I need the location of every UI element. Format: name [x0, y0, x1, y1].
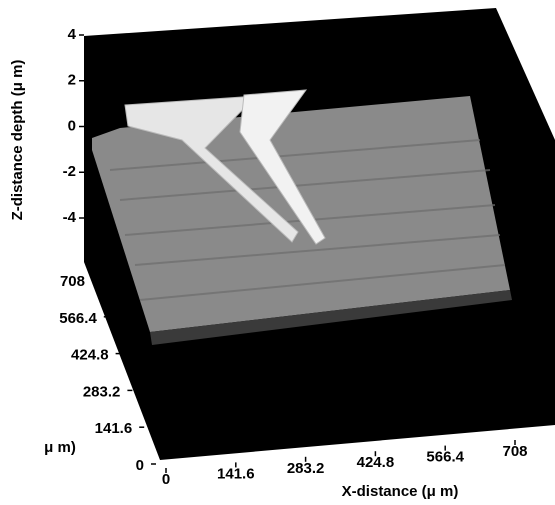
z-tick-label: 4 — [68, 26, 77, 43]
x-tick-label: 141.6 — [217, 465, 255, 482]
probe-right — [239, 89, 326, 245]
y-tick-label: 141.6 — [95, 420, 133, 437]
x-tick-label: 566.4 — [426, 449, 464, 466]
z-tick-label: -4 — [63, 209, 77, 226]
y-tick-label: 424.8 — [71, 347, 109, 364]
y-tick-label: 566.4 — [59, 310, 97, 327]
y-tick-label: 0 — [136, 457, 144, 474]
z-tick-label: -2 — [63, 163, 76, 180]
y-tick-label: 708 — [60, 273, 85, 290]
x-axis-title: X-distance (μ m) — [342, 483, 459, 500]
x-tick-label: 708 — [502, 443, 527, 460]
y-tick-label: 283.2 — [83, 383, 121, 400]
surface-side — [150, 290, 512, 345]
x-tick-label: 424.8 — [357, 454, 395, 471]
z-axis-title: Z-distance depth (μ m) — [9, 60, 26, 221]
y-axis-title: μ m) — [44, 439, 76, 456]
x-tick-label: 0 — [162, 471, 170, 488]
z-tick-label: 2 — [68, 72, 76, 89]
x-tick-label: 283.2 — [287, 460, 325, 477]
z-tick-label: 0 — [68, 117, 76, 134]
